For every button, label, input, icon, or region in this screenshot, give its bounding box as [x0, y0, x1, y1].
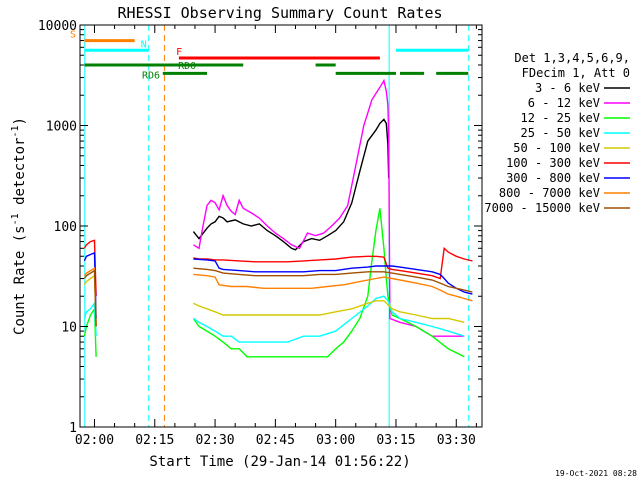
series-12-25-kev-line-1	[192, 208, 465, 358]
x-tick-label-02:30: 02:30	[196, 433, 235, 448]
legend-label-100-300-kev: 100 - 300 keV	[506, 156, 600, 170]
x-tick-label-03:15: 03:15	[376, 433, 415, 448]
legend-header-line2: FDecim 1, Att 0	[522, 66, 630, 80]
x-axis-label: Start Time (29-Jan-14 01:56:22)	[149, 454, 410, 470]
legend-label-6-12-kev: 6 - 12 keV	[528, 96, 600, 110]
legend: Det 1,3,4,5,6,9, FDecim 1, Att 0 3 - 6 k…	[484, 51, 630, 215]
series-300-800-kev-line-1	[193, 258, 473, 295]
state-bar-label-s: S	[70, 30, 76, 41]
chart-title: RHESSI Observing Summary Count Rates	[117, 4, 442, 22]
state-bar-label-f: F	[176, 47, 182, 58]
x-tick-label-03:00: 03:00	[316, 433, 355, 448]
plot-frame	[79, 24, 483, 428]
y-tick-label-10: 10	[61, 321, 77, 336]
x-tick-label-03:30: 03:30	[437, 433, 476, 448]
series-800-7000-kev-line-1	[193, 273, 473, 302]
series-50-100-kev-line-1	[193, 300, 465, 323]
legend-header-line1: Det 1,3,4,5,6,9,	[514, 51, 630, 65]
series-6-12-kev-line-0	[193, 78, 465, 337]
legend-label-25-50-kev: 25 - 50 keV	[521, 126, 600, 140]
state-bar-label-rd6: RD6	[142, 70, 160, 81]
legend-label-50-100-kev: 50 - 100 keV	[513, 141, 600, 155]
series-3-6-kev-line-0	[192, 118, 390, 251]
y-tick-label-1000: 1000	[46, 120, 77, 135]
legend-label-3-6-kev: 3 - 6 keV	[535, 81, 600, 95]
legend-label-800-7000-kev: 800 - 7000 keV	[499, 186, 600, 200]
y-tick-label-10000: 10000	[38, 19, 77, 34]
x-tick-label-02:00: 02:00	[75, 433, 114, 448]
series-25-50-kev-line-1	[193, 295, 465, 343]
footer-date: 19-Oct-2021 08:28	[555, 469, 637, 478]
y-axis-label: Count Rate (s-1 detector-1)	[10, 117, 28, 335]
x-tick-label-02:15: 02:15	[135, 433, 174, 448]
series-7000-15000-kev-line-1	[193, 267, 473, 293]
series-7000-15000-kev-line-0	[83, 269, 97, 327]
legend-label-12-25-kev: 12 - 25 keV	[521, 111, 600, 125]
x-tick-label-02:45: 02:45	[256, 433, 295, 448]
series-12-25-kev-line-0	[83, 306, 97, 357]
series-100-300-kev-line-1	[193, 246, 473, 280]
state-bar-label-n: N	[141, 39, 147, 50]
legend-label-300-800-kev: 300 - 800 keV	[506, 171, 600, 185]
legend-label-7000-15000-kev: 7000 - 15000 keV	[484, 201, 600, 215]
y-tick-label-100: 100	[54, 220, 77, 235]
state-bar-label-rd0: RD0	[178, 61, 196, 72]
y-tick-label-1: 1	[69, 421, 77, 436]
